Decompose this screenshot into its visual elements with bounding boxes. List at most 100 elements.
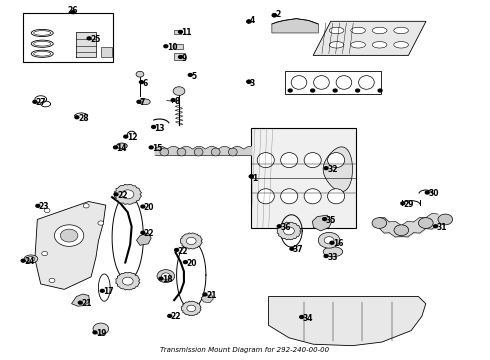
Circle shape [83, 204, 89, 208]
Circle shape [434, 225, 438, 228]
Circle shape [188, 73, 192, 76]
Ellipse shape [314, 76, 329, 89]
Ellipse shape [177, 148, 186, 156]
Text: 18: 18 [162, 275, 172, 284]
Circle shape [114, 193, 118, 196]
Circle shape [425, 191, 429, 194]
Polygon shape [277, 222, 301, 240]
Circle shape [122, 277, 133, 285]
Text: 13: 13 [155, 123, 165, 132]
Text: 17: 17 [103, 287, 114, 296]
Polygon shape [101, 47, 112, 57]
Text: 23: 23 [39, 202, 49, 211]
Circle shape [60, 229, 78, 242]
Circle shape [173, 87, 185, 95]
Circle shape [124, 135, 128, 138]
Ellipse shape [281, 153, 298, 168]
Circle shape [71, 11, 75, 14]
Ellipse shape [228, 148, 237, 156]
Text: 2: 2 [275, 10, 281, 19]
Circle shape [247, 80, 251, 83]
Ellipse shape [351, 41, 366, 48]
Text: 28: 28 [78, 114, 89, 123]
Ellipse shape [31, 40, 53, 47]
Polygon shape [181, 301, 201, 316]
Circle shape [152, 126, 156, 129]
Ellipse shape [31, 30, 53, 37]
Text: 3: 3 [250, 79, 255, 88]
Circle shape [98, 221, 104, 225]
Text: 35: 35 [326, 216, 336, 225]
Ellipse shape [304, 153, 321, 168]
Text: 20: 20 [186, 259, 197, 268]
Ellipse shape [117, 143, 127, 149]
Text: 26: 26 [68, 6, 78, 15]
Text: 16: 16 [333, 239, 343, 248]
Ellipse shape [34, 41, 51, 46]
Ellipse shape [304, 189, 321, 204]
Circle shape [318, 232, 340, 248]
Text: 29: 29 [404, 200, 415, 209]
Circle shape [33, 100, 37, 103]
Circle shape [272, 14, 276, 17]
Circle shape [247, 20, 251, 23]
Circle shape [186, 237, 196, 244]
Text: 22: 22 [171, 312, 181, 321]
Text: 6: 6 [143, 79, 147, 88]
Text: 8: 8 [174, 96, 179, 105]
Text: 9: 9 [181, 54, 187, 63]
Text: 37: 37 [293, 246, 303, 255]
Circle shape [324, 255, 328, 257]
Polygon shape [313, 21, 426, 55]
Text: 15: 15 [152, 144, 163, 153]
Circle shape [137, 100, 141, 103]
Polygon shape [137, 233, 151, 245]
Ellipse shape [31, 50, 53, 57]
Polygon shape [269, 297, 426, 346]
Text: 22: 22 [177, 247, 188, 256]
Circle shape [290, 247, 294, 250]
Text: 10: 10 [167, 43, 177, 52]
Polygon shape [116, 272, 140, 290]
Circle shape [54, 225, 84, 246]
Circle shape [93, 323, 109, 334]
Circle shape [159, 277, 163, 280]
Circle shape [161, 273, 170, 279]
Text: 34: 34 [303, 314, 313, 323]
Text: 32: 32 [327, 165, 338, 174]
Bar [23, 13, 113, 62]
Text: 21: 21 [206, 291, 217, 300]
Text: 4: 4 [250, 16, 255, 25]
Bar [174, 53, 185, 59]
Ellipse shape [281, 189, 298, 204]
Text: 33: 33 [327, 253, 338, 262]
Circle shape [21, 259, 25, 262]
Ellipse shape [323, 247, 343, 257]
Ellipse shape [211, 148, 220, 156]
Circle shape [42, 251, 48, 256]
Circle shape [249, 175, 253, 178]
Circle shape [203, 293, 207, 296]
Polygon shape [114, 184, 142, 204]
Text: 5: 5 [191, 72, 196, 81]
Text: 11: 11 [181, 28, 192, 37]
Circle shape [36, 204, 40, 207]
Circle shape [178, 55, 182, 58]
Circle shape [249, 175, 253, 178]
Circle shape [149, 146, 153, 149]
Polygon shape [180, 233, 202, 249]
Circle shape [93, 331, 97, 334]
Circle shape [87, 37, 91, 40]
Text: 12: 12 [127, 133, 137, 142]
Circle shape [272, 14, 276, 17]
Bar [251, 128, 356, 228]
Ellipse shape [351, 27, 366, 34]
Text: 25: 25 [90, 35, 100, 44]
Circle shape [164, 45, 168, 48]
Ellipse shape [336, 76, 352, 89]
Ellipse shape [140, 99, 150, 105]
Polygon shape [72, 294, 90, 306]
Ellipse shape [329, 41, 344, 48]
Polygon shape [35, 202, 106, 289]
Text: 30: 30 [428, 189, 439, 198]
